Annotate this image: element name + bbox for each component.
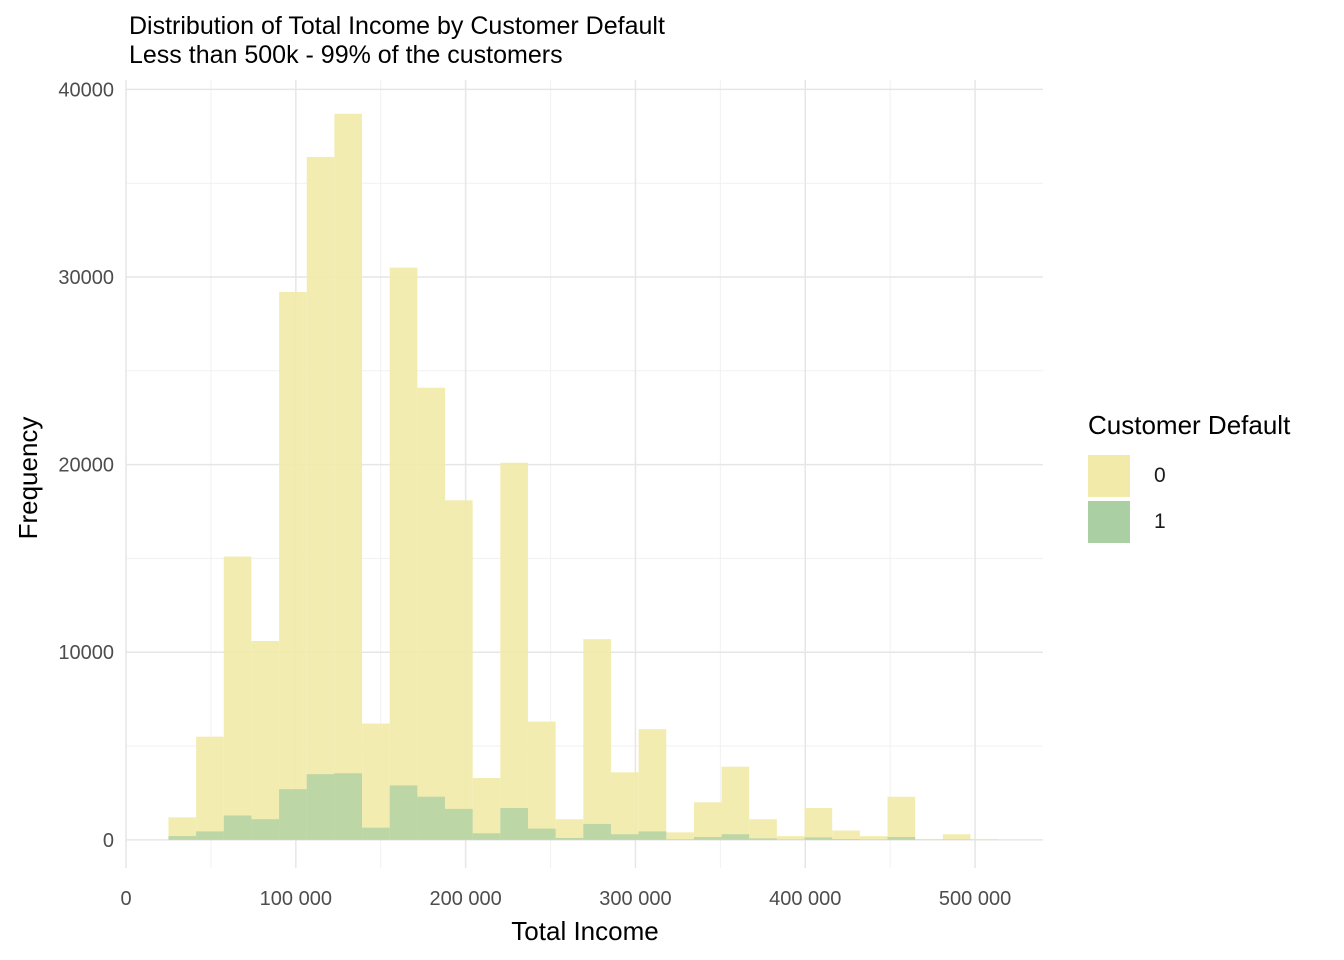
bar-series-1	[555, 837, 584, 840]
bar-series-1	[445, 808, 473, 840]
y-tick-label: 40000	[58, 79, 114, 101]
bar-series-0	[804, 807, 833, 840]
bar-series-1	[306, 774, 335, 840]
bar-series-0	[389, 267, 418, 840]
bar-series-1	[832, 839, 860, 840]
bar-series-1	[638, 831, 667, 840]
bar-series-0	[859, 836, 888, 840]
x-axis-ticks: 0 100 000 200 000 300 000 400 000 500 000	[120, 888, 1011, 910]
x-tick-label: 0	[120, 888, 131, 910]
legend-label-1: 1	[1154, 510, 1166, 533]
bar-series-0	[306, 156, 335, 840]
bar-series-1	[527, 828, 556, 840]
bar-series-0	[362, 723, 390, 840]
bar-series-1	[472, 833, 501, 840]
y-tick-label: 10000	[58, 642, 114, 664]
chart-subtitle: Less than 500k - 99% of the customers	[129, 41, 563, 69]
bar-series-0	[279, 292, 307, 840]
bar-series-0	[196, 736, 224, 840]
y-tick-label: 20000	[58, 455, 114, 477]
bar-series-0	[251, 640, 280, 840]
bar-series-1	[610, 834, 639, 840]
bar-series-0	[168, 817, 197, 840]
legend-item-0: 0	[1088, 453, 1290, 499]
bar-series-0	[500, 462, 528, 840]
bar-series-1	[279, 789, 307, 840]
bar-series-1	[251, 819, 280, 840]
bar-series-1	[334, 773, 363, 840]
legend: Customer Default 0 1	[1088, 410, 1290, 545]
bar-series-0	[832, 830, 860, 840]
x-tick-label: 300 000	[599, 888, 671, 910]
bar-series-1	[749, 838, 777, 840]
bar-series-1	[223, 815, 252, 840]
bar-series-1	[583, 823, 611, 840]
bar-series-0	[223, 556, 252, 840]
bar-series-0	[555, 819, 584, 840]
chart-title: Distribution of Total Income by Customer…	[129, 12, 665, 40]
x-tick-label: 200 000	[429, 888, 501, 910]
x-tick-label: 400 000	[769, 888, 841, 910]
y-tick-label: 0	[103, 830, 114, 852]
bar-series-1	[500, 807, 528, 840]
bar-series-0	[915, 838, 943, 840]
legend-key-0	[1088, 455, 1130, 497]
bar-series-0	[693, 802, 722, 840]
legend-item-1: 1	[1088, 499, 1290, 545]
x-tick-label: 100 000	[260, 888, 332, 910]
bar-series-0	[583, 639, 611, 840]
bar-series-0	[666, 832, 694, 840]
bar-series-0	[749, 819, 777, 840]
bar-series-0	[970, 838, 999, 840]
bar-series-0	[776, 836, 805, 840]
bar-series-0	[417, 387, 446, 840]
bar-series-0	[334, 113, 363, 840]
series-0-bars	[168, 113, 999, 840]
bar-series-0	[610, 772, 639, 840]
bar-series-1	[693, 837, 722, 840]
x-tick-label: 500 000	[939, 888, 1011, 910]
legend-key-1	[1088, 501, 1130, 543]
x-axis-label: Total Income	[511, 916, 658, 946]
bar-series-1	[196, 831, 224, 840]
series-1-bars	[168, 773, 999, 840]
bar-series-1	[804, 837, 833, 840]
y-tick-label: 30000	[58, 267, 114, 289]
bar-series-1	[168, 836, 197, 840]
bar-series-1	[362, 827, 390, 840]
bar-series-1	[389, 785, 418, 840]
bar-series-0	[887, 796, 916, 840]
bar-series-1	[887, 837, 916, 840]
legend-label-0: 0	[1154, 464, 1166, 487]
bar-series-0	[472, 777, 501, 840]
bar-series-0	[445, 500, 473, 840]
histogram-chart: 0 10000 20000 30000 40000 0 100 000 200 000 300…	[13, 79, 1043, 946]
y-axis-ticks: 0 10000 20000 30000 40000	[58, 79, 114, 851]
y-axis-label: Frequency	[13, 417, 43, 540]
bar-series-0	[721, 766, 750, 840]
bar-series-1	[666, 839, 694, 840]
bar-series-0	[638, 729, 667, 840]
bar-series-1	[417, 796, 446, 840]
bar-series-0	[527, 721, 556, 840]
bar-series-1	[721, 834, 750, 840]
legend-title: Customer Default	[1088, 410, 1291, 440]
bar-series-0	[942, 834, 971, 840]
